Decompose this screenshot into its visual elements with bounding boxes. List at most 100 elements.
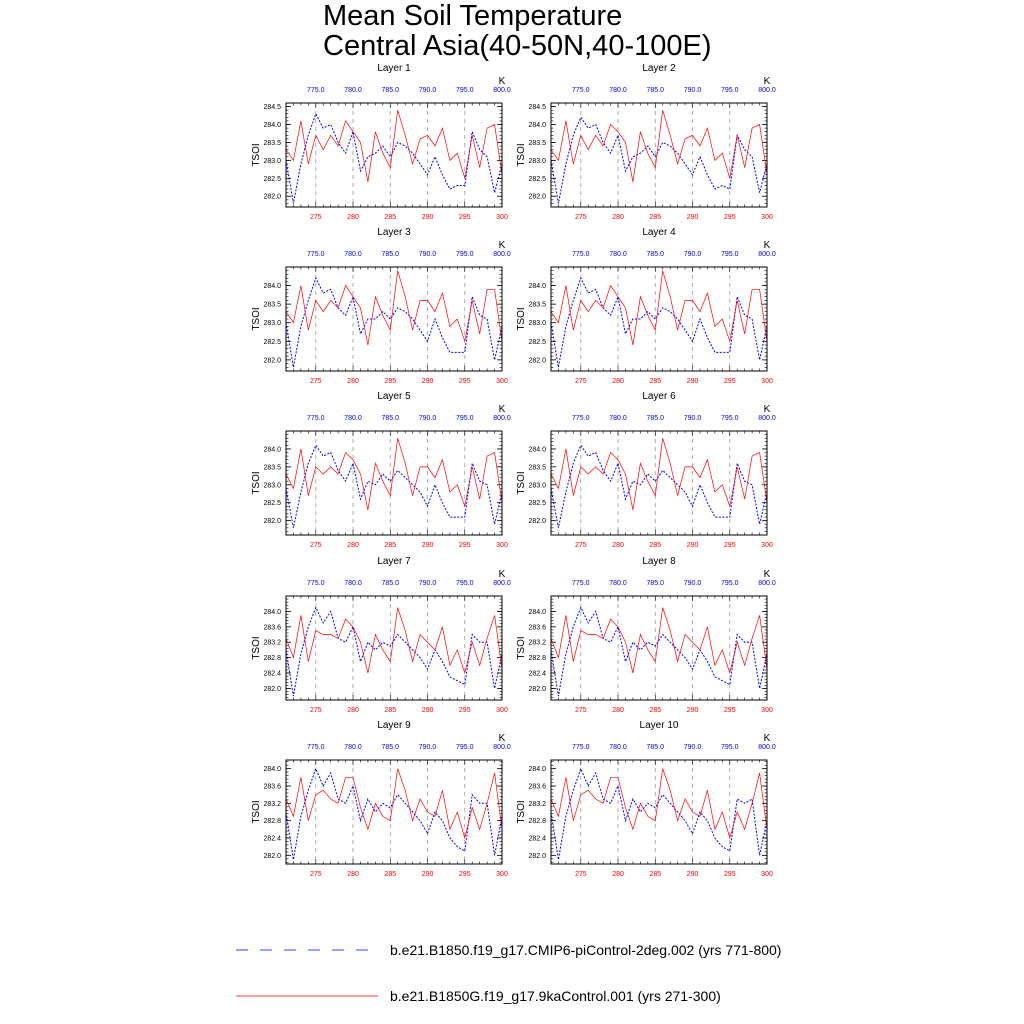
x-tick-label-top: 785.0 (647, 580, 665, 587)
y-tick-label: 282.0 (263, 357, 281, 364)
y-tick-label: 284.0 (528, 609, 546, 616)
y-tick-label: 282.5 (528, 339, 546, 346)
top-axis-unit: K (764, 404, 771, 415)
x-tick-label-bottom: 285 (384, 542, 396, 549)
y-tick-label: 282.0 (263, 194, 281, 201)
y-tick-label: 284.5 (528, 104, 546, 111)
x-tick-label-bottom: 290 (422, 378, 434, 385)
y-tick-label: 282.8 (528, 655, 546, 662)
x-tick-label-top: 790.0 (684, 580, 702, 587)
x-tick-label-bottom: 275 (575, 214, 587, 221)
x-tick-label-bottom: 295 (724, 871, 736, 878)
series-line-control (285, 112, 503, 204)
x-tick-label-bottom: 275 (575, 707, 587, 714)
x-tick-label-top: 780.0 (344, 580, 362, 587)
x-tick-label-top: 780.0 (344, 251, 362, 258)
y-tick-label: 283.5 (528, 140, 546, 147)
series-line-control (550, 767, 768, 860)
x-tick-label-bottom: 300 (496, 378, 508, 385)
top-axis-unit: K (764, 733, 771, 744)
y-tick-label: 282.8 (528, 818, 546, 825)
x-tick-label-bottom: 275 (310, 378, 322, 385)
series-line-control (550, 606, 768, 697)
top-axis-unit: K (499, 240, 506, 251)
y-tick-label: 283.5 (528, 464, 546, 471)
x-tick-label-top: 780.0 (344, 744, 362, 751)
y-axis-label: TSOI (251, 143, 262, 166)
x-tick-label-top: 780.0 (609, 744, 627, 751)
series-line-control (285, 606, 503, 697)
x-tick-label-bottom: 295 (459, 542, 471, 549)
x-tick-label-top: 785.0 (647, 415, 665, 422)
x-tick-label-top: 775.0 (572, 415, 590, 422)
top-axis-unit: K (499, 733, 506, 744)
series-line-9ka (285, 607, 503, 675)
y-tick-label: 283.5 (528, 302, 546, 309)
top-axis-unit: K (499, 76, 506, 87)
x-tick-label-bottom: 290 (422, 214, 434, 221)
y-tick-label: 283.6 (263, 784, 281, 791)
series-line-9ka (550, 110, 768, 182)
x-tick-label-top: 795.0 (456, 251, 474, 258)
x-tick-label-bottom: 290 (422, 542, 434, 549)
chart-panel: Layer 6 282.0 282.5 283.0 283.5 284.0 275 280 28… (516, 391, 776, 549)
chart-panel: Layer 2 282.0 282.5 283.0 283.5 284.0 284.5 275… (516, 63, 776, 221)
x-tick-label-top: 780.0 (609, 580, 627, 587)
x-tick-label-top: 790.0 (419, 415, 437, 422)
y-tick-label: 283.6 (528, 624, 546, 631)
x-tick-label-top: 800.0 (758, 415, 776, 422)
panel-title: Layer 10 (640, 720, 679, 731)
x-tick-label-top: 780.0 (609, 251, 627, 258)
panel-title: Layer 8 (642, 556, 676, 567)
y-tick-label: 282.4 (528, 836, 546, 843)
y-tick-label: 282.5 (528, 500, 546, 507)
y-axis-label: TSOI (251, 471, 262, 494)
legend: b.e21.B1850.f19_g17.CMIP6-piControl-2deg… (236, 942, 781, 1004)
y-axis-label: TSOI (516, 800, 527, 823)
x-tick-label-top: 790.0 (684, 251, 702, 258)
x-tick-label-top: 780.0 (344, 415, 362, 422)
panel-frame (550, 595, 768, 701)
x-tick-label-top: 795.0 (456, 744, 474, 751)
panel-frame (285, 595, 503, 701)
top-axis-unit: K (764, 240, 771, 251)
y-tick-label: 283.6 (528, 784, 546, 791)
y-tick-label: 283.5 (263, 140, 281, 147)
x-tick-label-bottom: 300 (496, 542, 508, 549)
x-tick-label-bottom: 290 (687, 542, 699, 549)
x-tick-label-top: 800.0 (758, 744, 776, 751)
x-tick-label-top: 800.0 (493, 87, 511, 94)
x-tick-label-bottom: 275 (575, 871, 587, 878)
x-tick-label-top: 800.0 (493, 580, 511, 587)
y-axis-label: TSOI (251, 800, 262, 823)
x-tick-label-bottom: 280 (347, 707, 359, 714)
panel-title: Layer 9 (377, 720, 411, 731)
panel-title: Layer 4 (642, 227, 676, 238)
x-tick-label-bottom: 295 (459, 214, 471, 221)
series-line-control (550, 116, 768, 204)
y-axis-label: TSOI (516, 143, 527, 166)
y-tick-label: 283.0 (528, 482, 546, 489)
x-tick-label-bottom: 285 (384, 707, 396, 714)
x-tick-label-top: 795.0 (721, 744, 739, 751)
y-tick-label: 282.5 (263, 176, 281, 183)
series-line-control (285, 444, 503, 528)
x-tick-label-bottom: 295 (724, 378, 736, 385)
x-tick-label-bottom: 275 (575, 542, 587, 549)
chart-panel: Layer 8 282.0 282.4 282.8 283.2 283.6 284.0 275… (516, 556, 776, 714)
x-tick-label-bottom: 275 (310, 871, 322, 878)
x-tick-label-top: 790.0 (684, 87, 702, 94)
y-tick-label: 282.4 (263, 671, 281, 678)
x-tick-label-top: 785.0 (382, 251, 400, 258)
y-tick-label: 282.0 (263, 853, 281, 860)
x-tick-label-bottom: 285 (649, 542, 661, 549)
panel-title: Layer 3 (377, 227, 411, 238)
x-tick-label-bottom: 295 (459, 707, 471, 714)
chart-panel: Layer 9 282.0 282.4 282.8 283.2 283.6 284.0 275… (251, 720, 511, 878)
x-tick-label-bottom: 300 (761, 378, 773, 385)
x-tick-label-top: 800.0 (493, 251, 511, 258)
y-tick-label: 284.0 (263, 122, 281, 129)
y-tick-label: 282.5 (263, 500, 281, 507)
x-tick-label-top: 775.0 (572, 251, 590, 258)
